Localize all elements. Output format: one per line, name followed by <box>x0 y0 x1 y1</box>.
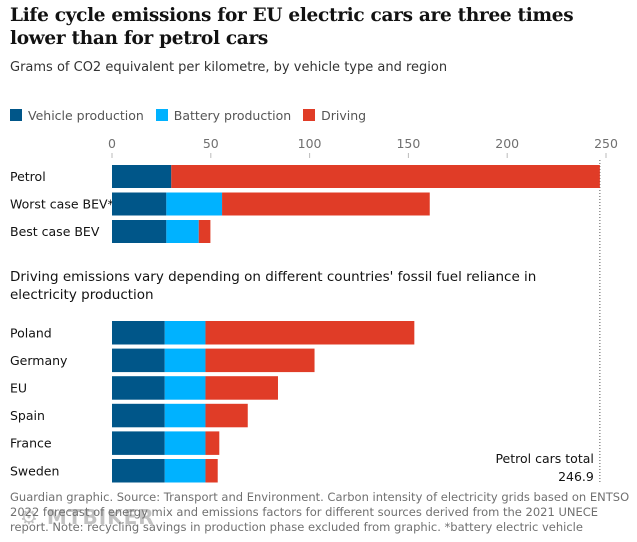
bar-segment-battery-production <box>164 348 206 373</box>
legend-item: Driving <box>303 108 366 123</box>
bar-segment-driving <box>198 220 211 243</box>
section-subtitle: Driving emissions vary depending on diff… <box>10 269 537 303</box>
bar-segment-vehicle-production <box>112 165 172 188</box>
category-label: Germany <box>10 353 68 368</box>
bar-segment-vehicle-production <box>112 403 165 428</box>
category-label: Spain <box>10 408 45 423</box>
bar-segment-vehicle-production <box>112 220 167 243</box>
reference-label: Petrol cars total <box>495 451 593 466</box>
legend-label: Vehicle production <box>28 108 144 123</box>
chart-title: Life cycle emissions for EU electric car… <box>10 5 574 49</box>
category-label: Petrol <box>10 169 46 184</box>
bar-segment-driving <box>205 403 248 428</box>
bar-segment-vehicle-production <box>112 376 165 400</box>
bar-segment-vehicle-production <box>112 431 165 455</box>
bar-segment-battery-production <box>164 376 206 400</box>
bar-segment-vehicle-production <box>112 459 165 483</box>
bar-segment-vehicle-production <box>112 348 165 373</box>
bar-segment-battery-production <box>164 431 206 455</box>
bar-segment-driving <box>171 165 600 188</box>
category-label: Best case BEV <box>10 224 100 239</box>
category-label: EU <box>10 380 27 395</box>
x-tick-label: 150 <box>396 136 420 151</box>
bar-segment-driving <box>222 192 430 216</box>
legend-swatch <box>303 109 316 121</box>
category-label: France <box>10 436 52 451</box>
x-tick-label: 200 <box>495 136 519 151</box>
bar-segment-battery-production <box>166 192 223 216</box>
x-tick-label: 50 <box>203 136 219 151</box>
bar-segment-driving <box>205 376 278 400</box>
legend-swatch <box>155 109 168 121</box>
chart-subtitle: Grams of CO2 equivalent per kilometre, b… <box>10 60 448 75</box>
x-tick-label: 0 <box>108 136 116 151</box>
bar-segment-driving <box>205 459 218 483</box>
bar-segment-vehicle-production <box>112 192 167 216</box>
legend-item: Battery production <box>155 108 292 123</box>
category-label: Poland <box>10 325 52 340</box>
x-tick-label: 100 <box>298 136 322 151</box>
category-label: Sweden <box>10 463 59 478</box>
reference-value: 246.9 <box>558 469 594 484</box>
bar-segment-battery-production <box>166 220 199 243</box>
bar-segment-driving <box>205 348 315 373</box>
source-note: Guardian graphic. Source: Transport and … <box>10 490 630 534</box>
bar-segment-battery-production <box>164 321 206 345</box>
bar-segment-driving <box>205 321 415 345</box>
x-tick-label: 250 <box>594 136 618 151</box>
legend-swatch <box>10 109 22 121</box>
watermark-logo: ⚙ MTBIKER <box>20 505 155 529</box>
legend: Vehicle production Battery production Driv… <box>10 108 366 123</box>
bar-segment-battery-production <box>164 459 206 483</box>
legend-label: Battery production <box>173 108 292 123</box>
bar-segment-driving <box>205 431 220 455</box>
bar-segment-battery-production <box>164 403 206 428</box>
legend-label: Driving <box>321 108 367 123</box>
category-label: Worst case BEV* <box>10 197 114 212</box>
bar-segment-vehicle-production <box>112 321 165 345</box>
legend-item: Vehicle production <box>10 108 144 123</box>
